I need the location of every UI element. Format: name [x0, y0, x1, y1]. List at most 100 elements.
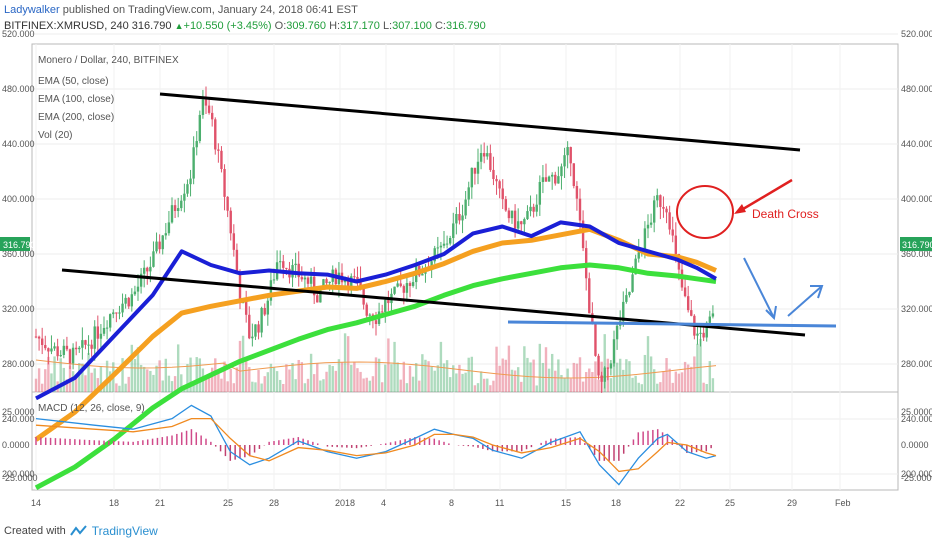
grid	[32, 33, 898, 490]
volume-bar	[244, 358, 248, 392]
candle-body	[683, 287, 687, 297]
volume-bar	[96, 378, 100, 392]
author-link[interactable]: Ladywalker	[4, 4, 60, 16]
volume-bar	[294, 379, 297, 392]
x-tick-label: 8	[449, 498, 454, 508]
legend-ema50[interactable]: EMA (50, close)	[38, 76, 109, 87]
volume-bar	[668, 368, 671, 392]
candle-body	[192, 147, 195, 179]
candle-body	[139, 273, 143, 287]
candle-body	[628, 291, 631, 296]
legend-macd[interactable]: MACD (12, 26, close, 9)	[38, 403, 145, 414]
candle-body	[529, 206, 532, 212]
volume-bar	[584, 372, 588, 392]
tradingview-brand[interactable]: TradingView	[91, 524, 158, 538]
y-tick-label: 480.000	[901, 84, 932, 94]
volume-bar	[217, 372, 220, 392]
candle-body	[498, 181, 501, 189]
candle-body	[662, 206, 665, 209]
candle-body	[674, 235, 678, 255]
volume-bar	[278, 379, 282, 392]
legend-ema200[interactable]: EMA (200, close)	[38, 112, 114, 123]
candle-body	[597, 355, 600, 376]
candle-body	[384, 299, 387, 312]
low-label: L:	[382, 20, 393, 32]
volume-bar	[102, 384, 106, 392]
legend-vol[interactable]: Vol (20)	[38, 130, 72, 141]
candle-body	[708, 316, 712, 323]
candle-body	[439, 245, 443, 248]
volume-bar	[377, 358, 381, 392]
candle-body	[507, 210, 511, 219]
volume-bar	[340, 362, 344, 392]
candle-body	[136, 286, 140, 292]
volume-bar	[300, 362, 304, 392]
high-value: 317.170	[340, 20, 380, 32]
volume-bar	[260, 383, 263, 392]
candle-body	[319, 289, 322, 303]
volume-bar	[445, 360, 449, 392]
candle-body	[541, 177, 545, 182]
candle-body	[127, 297, 130, 307]
volume-bar	[192, 383, 195, 392]
candle-body	[458, 214, 461, 221]
candle-body	[353, 276, 356, 278]
y-tick-label: 320.000	[2, 304, 35, 314]
candle-body	[421, 273, 424, 276]
x-tick-label: 18	[109, 498, 119, 508]
volume-bar	[50, 373, 53, 392]
volume-bar	[167, 375, 171, 392]
volume-bar	[309, 353, 313, 392]
volume-bar	[693, 356, 696, 392]
candle-body	[223, 169, 226, 197]
candle-body	[207, 105, 211, 113]
y-tick-label: 520.000	[901, 29, 932, 39]
candle-body	[501, 188, 504, 200]
candle-body	[124, 297, 127, 304]
candle-body	[248, 314, 251, 339]
volume-bar	[510, 369, 514, 392]
candle-body	[278, 261, 282, 263]
candle-body	[433, 248, 436, 262]
candle-body	[251, 336, 254, 339]
candle-body	[152, 251, 155, 267]
candle-body	[405, 283, 409, 293]
candle-body	[37, 336, 41, 339]
volume-bar	[306, 378, 310, 392]
candle-body	[563, 155, 566, 167]
volume-bar	[254, 382, 257, 392]
candle-body	[510, 210, 514, 219]
volume-bar	[427, 361, 430, 392]
ohlc-bar: BITFINEX:XMRUSD, 240 316.790 ▲+10.550 (+…	[4, 20, 486, 32]
volume-bar	[690, 366, 693, 392]
candle-body	[402, 286, 406, 293]
candle-body	[158, 241, 161, 250]
candle-body	[146, 267, 149, 272]
volume-bar	[680, 372, 684, 392]
y-tick-label: 400.000	[901, 194, 932, 204]
legend-ema100[interactable]: EMA (100, close)	[38, 94, 114, 105]
candle-body	[625, 295, 628, 302]
volume-bar	[612, 362, 616, 392]
candle-body	[232, 233, 236, 250]
candle-body	[544, 177, 548, 182]
y-tick-label: 360.000	[2, 249, 35, 259]
candle-body	[452, 223, 455, 239]
candle-body	[550, 174, 554, 177]
volume-bar	[476, 383, 480, 392]
volume-bar	[424, 359, 427, 392]
volume-bar	[346, 336, 350, 392]
candle-body	[612, 339, 616, 364]
x-tick-label: 21	[155, 498, 165, 508]
candle-body	[214, 119, 217, 150]
price-axis-right: 520.000 480.000 440.000 400.000 360.000 320.0…	[901, 29, 932, 479]
volume-bar	[603, 334, 606, 392]
volume-bar	[656, 383, 659, 392]
volume-bar	[322, 379, 325, 392]
death-cross-label: Death Cross	[752, 207, 819, 221]
volume-bar	[433, 370, 436, 392]
y-tick-label: 480.000	[2, 84, 35, 94]
candle-body	[643, 228, 647, 252]
candle-body	[646, 224, 650, 229]
